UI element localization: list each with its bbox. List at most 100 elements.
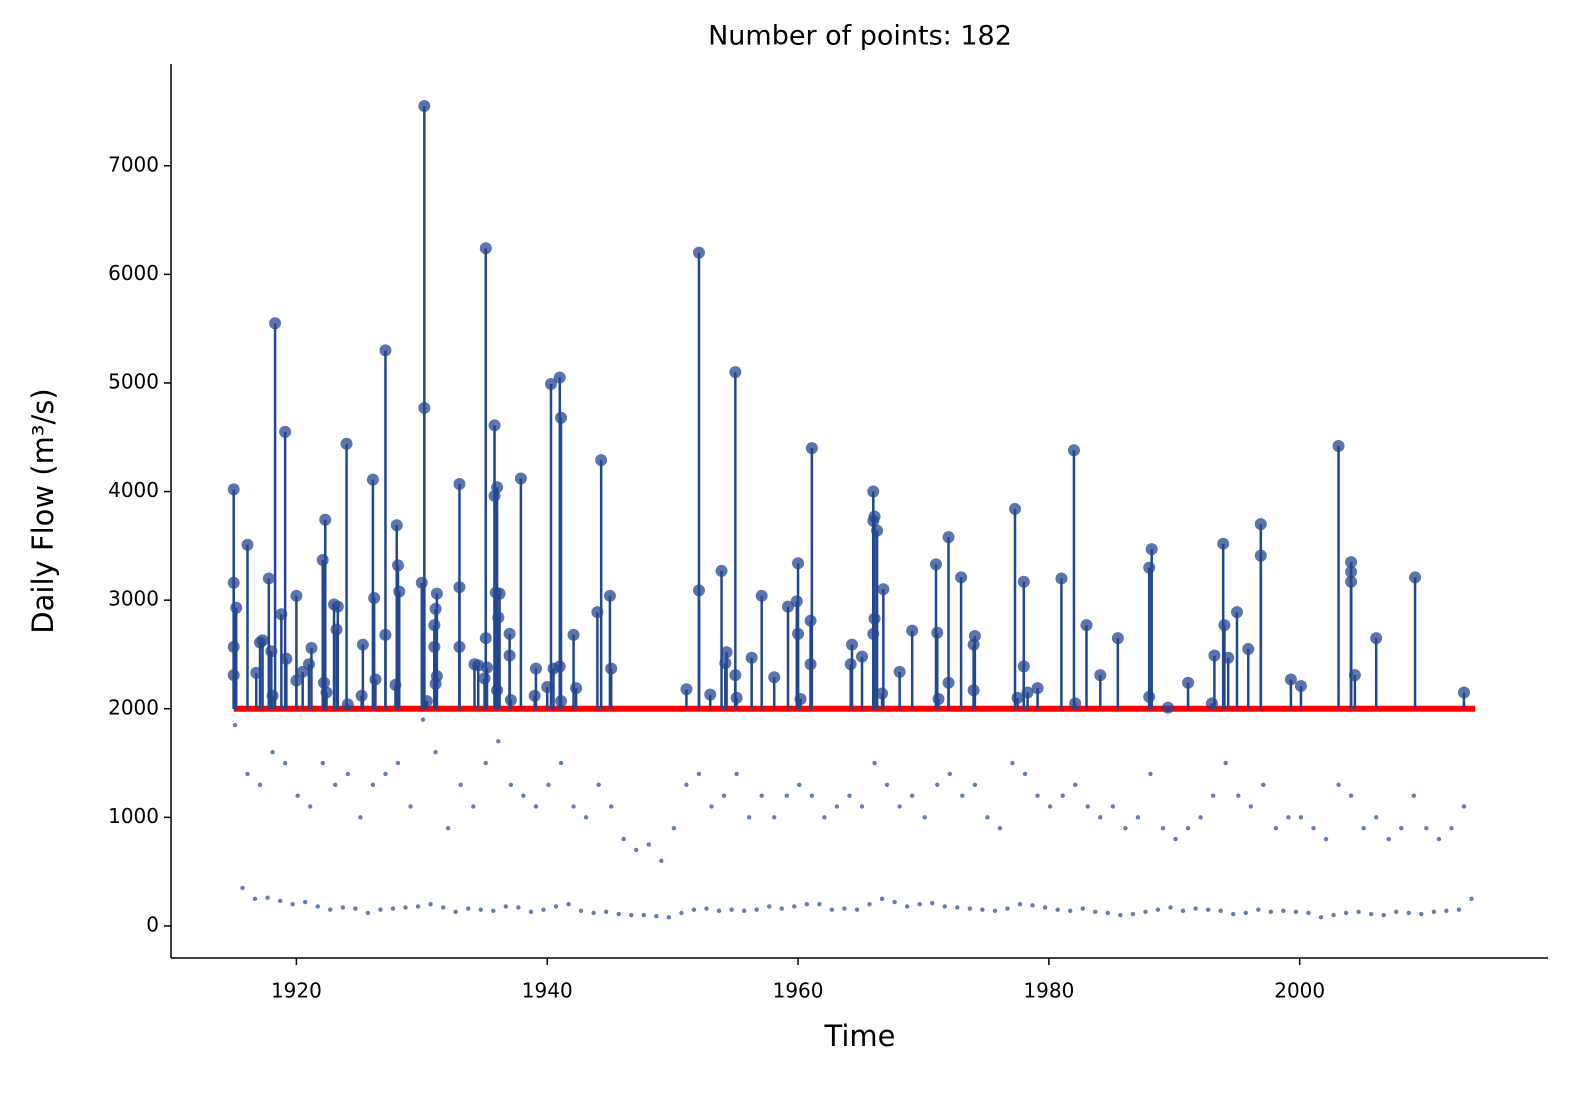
peak-point: [804, 614, 817, 627]
daily-point: [930, 900, 935, 906]
daily-point: [829, 907, 835, 912]
peak-point: [1217, 537, 1230, 550]
daily-point: [884, 782, 890, 787]
daily-point: [654, 913, 659, 919]
peak-point: [415, 576, 428, 589]
daily-point: [947, 771, 952, 777]
daily-point: [804, 902, 810, 907]
peak-point: [428, 640, 441, 653]
daily-point: [809, 793, 815, 798]
peak-point: [429, 602, 442, 615]
daily-point: [553, 904, 559, 909]
daily-point: [328, 907, 333, 912]
daily-point: [1017, 902, 1023, 907]
daily-point: [232, 722, 238, 728]
daily-point: [942, 904, 947, 909]
daily-point: [1256, 907, 1261, 912]
peak-point: [514, 472, 527, 485]
peak-point: [755, 589, 768, 602]
daily-point: [1449, 826, 1454, 831]
daily-point: [315, 904, 320, 909]
peak-point: [488, 419, 501, 432]
daily-point: [1160, 826, 1166, 831]
peak-point: [290, 674, 303, 687]
peak-point: [241, 538, 254, 551]
peak-point: [1009, 502, 1022, 515]
peak-point: [430, 587, 443, 600]
peak-point: [555, 695, 568, 708]
daily-point: [797, 782, 802, 787]
peak-point: [230, 601, 243, 614]
peak-point: [379, 344, 392, 357]
peak-point: [867, 485, 880, 498]
peak-point: [1031, 682, 1044, 695]
peak-point: [555, 411, 568, 424]
peak-point: [955, 571, 968, 584]
daily-point: [453, 909, 458, 915]
peak-point: [893, 665, 906, 678]
daily-point: [1436, 836, 1442, 842]
daily-point: [270, 750, 275, 755]
daily-point: [616, 911, 621, 917]
daily-point: [1042, 905, 1048, 910]
peak-point: [266, 689, 279, 702]
peak-point: [503, 649, 516, 662]
peak-point: [390, 519, 403, 532]
daily-point: [491, 908, 496, 913]
daily-point: [390, 906, 396, 911]
peak-point: [1348, 669, 1361, 682]
daily-point: [1118, 912, 1123, 918]
daily-point: [967, 906, 973, 911]
peak-point: [605, 662, 618, 675]
daily-point: [466, 906, 471, 911]
peak-point: [1080, 619, 1093, 632]
peak-point: [567, 628, 580, 641]
daily-point: [282, 760, 288, 766]
peak-point: [1284, 673, 1297, 686]
peak-point: [227, 483, 240, 496]
peak-point: [320, 686, 333, 699]
peak-point: [316, 553, 329, 566]
peak-point: [429, 677, 442, 690]
daily-point: [1185, 826, 1191, 831]
y-tick-label: 7000: [108, 152, 159, 176]
daily-point: [458, 782, 463, 787]
daily-point: [1368, 911, 1374, 917]
peak-point: [305, 641, 318, 654]
daily-point: [1469, 896, 1474, 902]
peak-point: [805, 442, 818, 455]
daily-point: [1055, 907, 1060, 912]
peak-point: [368, 591, 381, 604]
daily-point: [854, 907, 860, 912]
peak-point: [692, 584, 705, 597]
daily-point: [904, 904, 910, 909]
daily-point: [704, 906, 709, 911]
y-tick-label: 1000: [108, 804, 159, 828]
daily-point: [834, 804, 840, 809]
daily-point: [1035, 793, 1040, 798]
daily-point: [333, 782, 338, 787]
daily-point: [1205, 907, 1211, 912]
peak-point: [942, 676, 955, 689]
daily-point: [1348, 793, 1354, 798]
daily-point: [277, 898, 283, 904]
peak-point: [280, 652, 293, 665]
peak-point: [265, 645, 278, 658]
peak-point: [319, 513, 332, 526]
peak-point: [1242, 643, 1255, 656]
daily-point: [265, 895, 270, 900]
peak-point: [331, 600, 344, 613]
peak-point: [931, 626, 944, 639]
daily-point: [634, 847, 639, 853]
peak-point: [262, 572, 275, 585]
daily-point: [1323, 836, 1329, 842]
peak-point: [1069, 697, 1082, 710]
peak-point: [478, 672, 491, 685]
daily-point: [867, 902, 872, 907]
peak-point: [1345, 575, 1358, 588]
peak-point: [379, 628, 392, 641]
peak-point: [529, 662, 542, 675]
daily-point: [1093, 909, 1098, 915]
x-tick-label: 1940: [522, 979, 573, 1003]
